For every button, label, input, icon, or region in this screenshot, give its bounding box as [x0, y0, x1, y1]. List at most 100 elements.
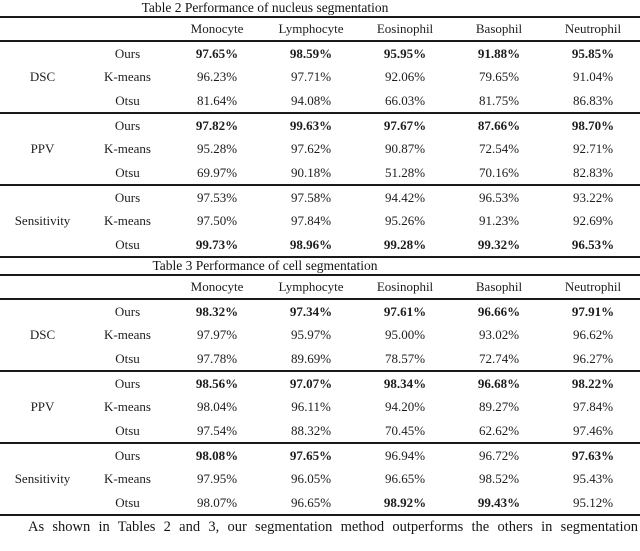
value-cell: 97.84%: [572, 399, 614, 414]
metric-label: PPV: [30, 399, 55, 414]
tables-container: Table 2 Performance of nucleus segmentat…: [0, 0, 640, 516]
value-cell: 96.23%: [196, 69, 238, 84]
value-cell: 98.70%: [571, 117, 615, 133]
value-cell: 94.08%: [290, 92, 332, 108]
method-label: Ours: [114, 189, 141, 205]
method-label: Ours: [114, 375, 141, 391]
value-cell: 90.18%: [290, 164, 332, 180]
column-header: Lymphocyte: [278, 279, 344, 294]
value-cell: 96.94%: [384, 447, 426, 463]
header-spacer: [85, 17, 170, 41]
method-label: K-means: [104, 471, 151, 486]
value-cell: 98.34%: [383, 375, 427, 391]
header-spacer: [0, 275, 85, 299]
value-cell: 98.08%: [195, 447, 239, 463]
value-cell: 95.85%: [571, 45, 615, 61]
value-cell: 97.65%: [289, 447, 333, 463]
value-cell: 86.83%: [572, 92, 614, 108]
value-cell: 72.54%: [478, 141, 520, 156]
value-cell: 97.91%: [571, 303, 615, 319]
value-cell: 98.04%: [196, 399, 238, 414]
metric-section: PPV Ours 98.56% 97.07% 98.34% 96.68% 98.22% K-m…: [0, 371, 640, 443]
performance-table: Monocyte Lymphocyte Eosinophil Basophil Neut…: [0, 16, 640, 258]
metric-label: DSC: [29, 327, 56, 342]
column-header: Neutrophil: [564, 279, 622, 294]
value-cell: 95.26%: [384, 213, 426, 228]
column-header: Monocyte: [190, 279, 244, 294]
value-cell: 97.97%: [196, 327, 238, 342]
table-row: Sensitivity Ours 97.53% 97.58% 94.42% 96.53% 9…: [0, 185, 640, 229]
value-cell: 70.16%: [478, 164, 520, 180]
metric-label: PPV: [30, 141, 55, 156]
value-cell: 89.69%: [290, 350, 332, 366]
value-cell: 98.56%: [195, 375, 239, 391]
value-cell: 93.02%: [478, 327, 520, 342]
method-label: K-means: [104, 327, 151, 342]
value-cell: 72.74%: [478, 350, 520, 366]
value-cell: 98.52%: [478, 471, 520, 486]
value-cell: 97.61%: [383, 303, 427, 319]
value-cell: 97.63%: [571, 447, 615, 463]
value-cell: 97.50%: [196, 213, 238, 228]
table-title: Table 3 Performance of cell segmentation: [152, 258, 378, 273]
value-cell: 97.34%: [289, 303, 333, 319]
method-label: Ours: [114, 447, 141, 463]
metric-section: PPV Ours 97.82% 99.63% 97.67% 87.66% 98.70% K-m…: [0, 113, 640, 185]
method-label: K-means: [104, 213, 151, 228]
table-row: Sensitivity Ours 98.08% 97.65% 96.94% 96.72% 9…: [0, 443, 640, 487]
table-row: DSC Ours 97.65% 98.59% 95.95% 91.88% 95.85%: [0, 41, 640, 85]
method-label: Otsu: [115, 494, 140, 510]
value-cell: 97.84%: [290, 213, 332, 228]
header-spacer: [85, 275, 170, 299]
value-cell: 97.07%: [289, 375, 333, 391]
column-header: Neutrophil: [564, 21, 622, 36]
value-cell: 97.46%: [572, 422, 614, 438]
value-cell: 96.68%: [477, 375, 521, 391]
value-cell: 89.27%: [478, 399, 520, 414]
column-header: Lymphocyte: [278, 21, 344, 36]
value-cell: 96.66%: [477, 303, 521, 319]
table-row: DSC Ours 98.32% 97.34% 97.61% 96.66% 97.91%: [0, 299, 640, 343]
value-cell: 96.53%: [571, 236, 615, 252]
value-cell: 93.22%: [572, 189, 614, 205]
table-block: Table 3 Performance of cell segmentation…: [0, 258, 640, 516]
value-cell: 96.05%: [290, 471, 332, 486]
value-cell: 79.65%: [478, 69, 520, 84]
metric-section: DSC Ours 98.32% 97.34% 97.61% 96.66% 97.91% K-m…: [0, 299, 640, 371]
value-cell: 82.83%: [572, 164, 614, 180]
table-row: Otsu 97.54% 88.32% 70.45% 62.62% 97.46%: [0, 419, 640, 443]
value-cell: 97.82%: [195, 117, 239, 133]
value-cell: 99.32%: [477, 236, 521, 252]
value-cell: 99.63%: [289, 117, 333, 133]
table-row: PPV Ours 97.82% 99.63% 97.67% 87.66% 98.70%: [0, 113, 640, 157]
value-cell: 81.64%: [196, 92, 238, 108]
table-row: K-means 95.28% 97.62% 90.87% 72.54% 92.71%: [0, 137, 640, 161]
value-cell: 90.87%: [384, 141, 426, 156]
value-cell: 97.65%: [195, 45, 239, 61]
method-label: Ours: [114, 303, 141, 319]
value-cell: 99.28%: [383, 236, 427, 252]
method-label: Otsu: [115, 350, 140, 366]
value-cell: 95.28%: [196, 141, 238, 156]
value-cell: 97.62%: [290, 141, 332, 156]
value-cell: 98.32%: [195, 303, 239, 319]
table-header: Monocyte Lymphocyte Eosinophil Basophil Neut…: [0, 17, 640, 41]
metric-section: Sensitivity Ours 97.53% 97.58% 94.42% 96.53% 9…: [0, 185, 640, 257]
value-cell: 96.72%: [478, 447, 520, 463]
body-paragraph: As shown in Tables 2 and 3, our segmenta…: [28, 519, 638, 535]
value-cell: 98.22%: [571, 375, 615, 391]
value-cell: 69.97%: [196, 164, 238, 180]
table-row: Otsu 81.64% 94.08% 66.03% 81.75% 86.83%: [0, 89, 640, 113]
column-header: Basophil: [475, 21, 523, 36]
value-cell: 92.69%: [572, 213, 614, 228]
value-cell: 97.67%: [383, 117, 427, 133]
value-cell: 91.23%: [478, 213, 520, 228]
table-row: Otsu 98.07% 96.65% 98.92% 99.43% 95.12%: [0, 491, 640, 515]
column-header: Basophil: [475, 279, 523, 294]
value-cell: 94.20%: [384, 399, 426, 414]
value-cell: 98.59%: [289, 45, 333, 61]
value-cell: 96.62%: [572, 327, 614, 342]
metric-section: DSC Ours 97.65% 98.59% 95.95% 91.88% 95.85% K-m…: [0, 41, 640, 113]
value-cell: 94.42%: [384, 189, 426, 205]
value-cell: 92.06%: [384, 69, 426, 84]
